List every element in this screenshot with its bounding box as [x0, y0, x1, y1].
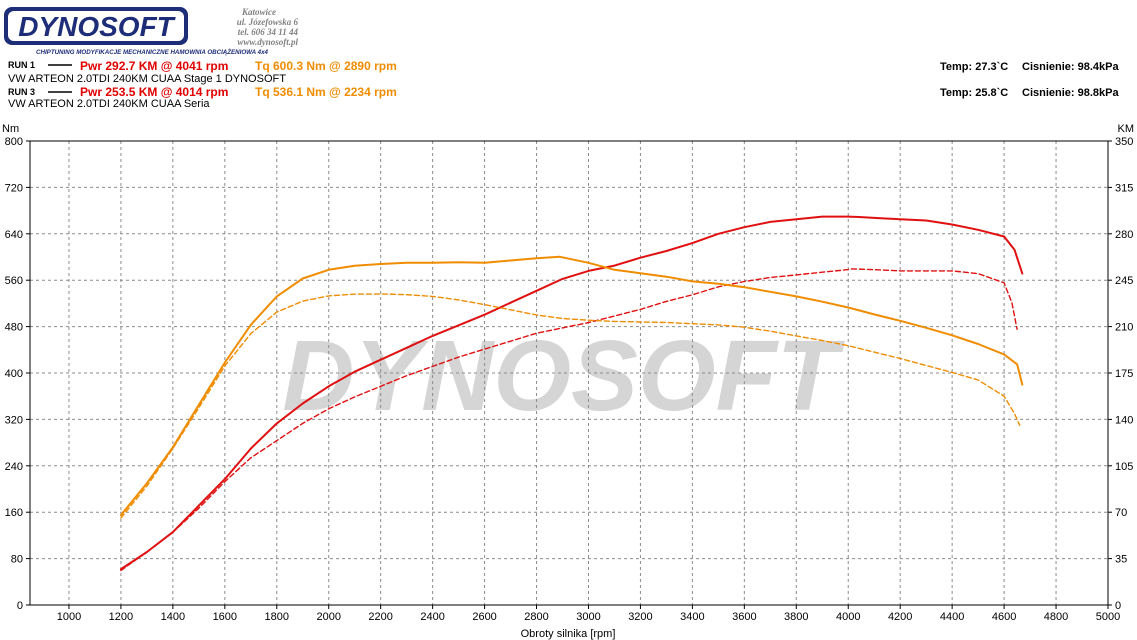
logo-tagline: CHIPTUNING MODYFIKACJE MECHANICZNE HAMOW… [36, 49, 268, 56]
y-right-tick-label: 70 [1115, 507, 1127, 519]
y-right-tick-label: 105 [1115, 461, 1133, 473]
x-tick-label: 2800 [524, 611, 548, 623]
y-left-tick-label: 560 [5, 275, 23, 287]
dyno-chart: DYNOSOFT 1000 1200 1400 1600 1800 2000 2200 240… [2, 123, 1135, 640]
run1-line-sample [48, 64, 72, 66]
logo-city: Katowice [241, 7, 276, 17]
x-tick-label: 1800 [265, 611, 289, 623]
run-3-pwr-line [120, 268, 1018, 572]
y-left-tick-label: 0 [17, 600, 23, 612]
x-tick-label: 3800 [784, 611, 808, 623]
x-tick-label: 1000 [57, 611, 81, 623]
run1-description: VW ARTEON 2.0TDI 240KM CUAA Stage 1 DYNO… [8, 73, 286, 85]
run3-line-sample [48, 91, 72, 93]
chart-ticks: 1000 1200 1400 1600 1800 2000 2200 2400 2600 2800… [5, 136, 1134, 623]
logo-street: ul. Józefowska 6 [237, 17, 299, 27]
x-tick-label: 2600 [472, 611, 496, 623]
logo-phone: tel. 606 34 11 44 [238, 27, 299, 37]
run1-torque: Tq 600.3 Nm @ 2890 rpm [255, 59, 397, 73]
y-right-tick-label: 35 [1115, 554, 1127, 566]
y-left-tick-label: 320 [5, 414, 23, 426]
run1-temperature: Temp: 27.3`C [940, 61, 1009, 73]
y-right-tick-label: 0 [1115, 600, 1121, 612]
chart-series [119, 215, 1024, 572]
run-3-tq-line [120, 293, 1021, 519]
logo-badge-inner [8, 11, 184, 41]
x-tick-label: 4600 [992, 611, 1016, 623]
y-left-tick-label: 720 [5, 182, 23, 194]
run-1-tq-line [119, 255, 1024, 517]
y-left-tick-label: 640 [5, 229, 23, 241]
y-left-tick-label: 800 [5, 136, 23, 148]
run1-label: RUN 1 [8, 60, 36, 70]
y-right-tick-label: 210 [1115, 322, 1133, 334]
x-tick-label: 3400 [680, 611, 704, 623]
x-tick-label: 2200 [368, 611, 392, 623]
logo-web: www.dynosoft.pl [237, 37, 298, 47]
y-left-tick-label: 80 [11, 554, 23, 566]
chart-grid [30, 141, 1109, 605]
y-left-tick-label: 240 [5, 461, 23, 473]
y-right-tick-label: 350 [1115, 136, 1133, 148]
y-right-tick-label: 175 [1115, 368, 1133, 380]
x-tick-label: 4000 [836, 611, 860, 623]
x-tick-label: 2000 [316, 611, 340, 623]
y-right-tick-label: 280 [1115, 229, 1133, 241]
y-right-tick-label: 140 [1115, 414, 1133, 426]
x-tick-label: 4400 [940, 611, 964, 623]
run3-pressure: Cisnienie: 98.8kPa [1022, 87, 1119, 99]
logo-brand: DYNOSOFT [18, 11, 176, 42]
x-tick-label: 3200 [628, 611, 652, 623]
y-axis-right-label: KM [1118, 123, 1135, 135]
run3-power: Pwr 253.5 KM @ 4014 rpm [80, 85, 229, 99]
x-tick-label: 1400 [161, 611, 185, 623]
y-axis-left-label: Nm [2, 123, 19, 135]
x-tick-label: 4200 [888, 611, 912, 623]
dynosoft-logo: DYNOSOFT CHIPTUNING MODYFIKACJE MECHANIC… [4, 7, 299, 56]
y-left-tick-label: 400 [5, 368, 23, 380]
y-right-tick-label: 245 [1115, 275, 1133, 287]
x-tick-label: 4800 [1044, 611, 1068, 623]
run1-power: Pwr 292.7 KM @ 4041 rpm [80, 59, 229, 73]
x-tick-label: 5000 [1096, 611, 1120, 623]
x-tick-label: 1600 [213, 611, 237, 623]
x-tick-label: 2400 [420, 611, 444, 623]
run3-label: RUN 3 [8, 87, 36, 97]
run1-pressure: Cisnienie: 98.4kPa [1022, 61, 1119, 73]
chart-watermark: DYNOSOFT [282, 320, 845, 432]
x-axis-label: Obroty silnika [rpm] [521, 628, 616, 640]
x-tick-label: 1200 [109, 611, 133, 623]
run3-description: VW ARTEON 2.0TDI 240KM CUAA Seria [8, 98, 210, 110]
y-right-tick-label: 315 [1115, 182, 1133, 194]
run3-torque: Tq 536.1 Nm @ 2234 rpm [255, 85, 397, 99]
y-left-tick-label: 160 [5, 507, 23, 519]
run3-temperature: Temp: 25.8`C [940, 87, 1009, 99]
x-tick-label: 3600 [732, 611, 756, 623]
x-tick-label: 3000 [576, 611, 600, 623]
y-left-tick-label: 480 [5, 322, 23, 334]
run-1-pwr-line [119, 215, 1024, 571]
